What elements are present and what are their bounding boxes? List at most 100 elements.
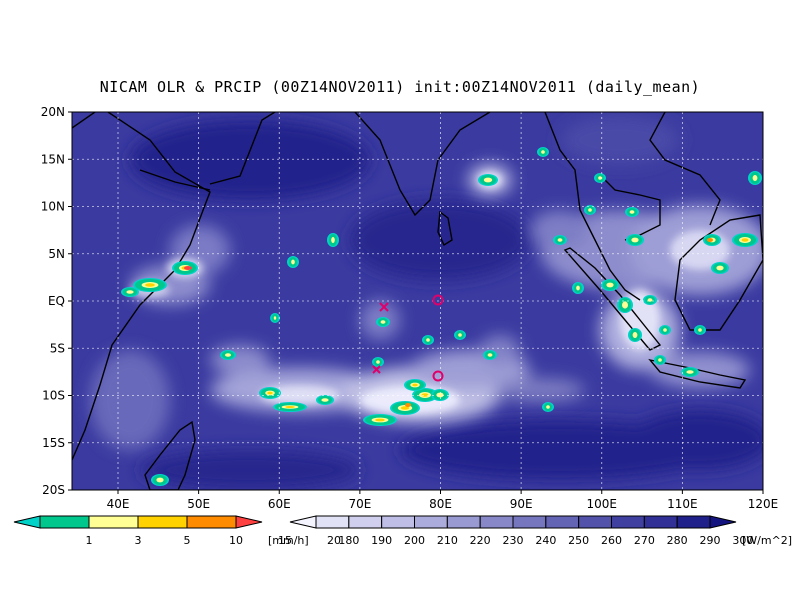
marker-cross-2 [372, 365, 381, 374]
precip-cell-core [741, 238, 749, 242]
lon-label: 90E [510, 497, 533, 511]
coast-sumatra [563, 247, 662, 351]
lon-label: 50E [187, 497, 210, 511]
lat-label: 5S [50, 341, 65, 355]
colorbar-swatch [186, 515, 237, 529]
colorbar-swatch [512, 515, 547, 529]
colorbar-high-end [709, 515, 737, 529]
precip-cell-core [273, 316, 277, 320]
precip-cell-core [606, 282, 614, 288]
precip-cell-core [321, 398, 329, 402]
precip-cell-core [421, 393, 429, 397]
precip-cell-core [629, 210, 635, 214]
colorbar-swatch [348, 515, 383, 529]
lat-label: EQ [48, 294, 65, 308]
colorbar-swatch [676, 515, 711, 529]
precip-cell-core [576, 285, 580, 291]
colorbar-tick-label: 210 [437, 534, 458, 547]
lon-label: 110E [667, 497, 698, 511]
map-title: NICAM OLR & PRCIP (00Z14NOV2011) init:00… [99, 78, 701, 96]
precip-cell-core [400, 406, 410, 410]
lon-label: 40E [107, 497, 130, 511]
precip-cell-core [663, 328, 667, 332]
colorbar-swatch [381, 515, 415, 529]
colorbar-tick-label: 280 [667, 534, 688, 547]
coast-africa-arabia [72, 112, 211, 461]
precip-cell-peak [405, 403, 411, 407]
colorbar-tick-label: 180 [338, 534, 359, 547]
precip-colorbar: 1 3 5 10 15 20 [mm/h] [13, 515, 341, 547]
precip-cell-core [632, 332, 638, 338]
lat-label: 15N [41, 152, 65, 166]
precip-cell-core [156, 477, 164, 483]
precip-cell-core [752, 175, 758, 181]
precip-cell-peak [184, 266, 192, 270]
marker-circle-eq [432, 294, 444, 306]
precip-cell-core [458, 333, 462, 337]
precip-cell-core [285, 405, 295, 409]
precip-cells [121, 147, 762, 486]
precip-cell-core [658, 358, 662, 362]
coast-india [354, 112, 491, 217]
lat-label: 5N [48, 247, 65, 261]
lat-label: 10N [41, 200, 65, 214]
colorbar-unit: [mm/h] [268, 534, 309, 547]
colorbar-tick-label: 10 [229, 534, 243, 547]
precip-cell-core [588, 208, 592, 212]
coast-malay [544, 112, 641, 301]
lat-axis-labels: 20N 15N 10N 5N EQ 5S 10S 15S 20S [41, 105, 65, 497]
map-field [72, 112, 763, 490]
colorbar-tick-label: 5 [184, 534, 191, 547]
axis-ticks [68, 111, 764, 494]
colorbar-swatch [137, 515, 188, 529]
precip-cell-core [716, 265, 724, 271]
precip-cell-core [267, 391, 273, 395]
colorbar-high-end [235, 515, 263, 529]
clear-sky-regions [130, 115, 763, 490]
precip-cell-core [541, 150, 545, 154]
precip-cell-core [145, 283, 155, 287]
markers [372, 294, 444, 382]
colorbar-swatch [39, 515, 90, 529]
precip-cell-core [698, 328, 702, 332]
lon-axis-labels: 40E 50E 60E 70E 80E 90E 100E 110E 120E [107, 497, 779, 511]
colorbar-swatch [545, 515, 580, 529]
olr-colorbar: 180 190 200 210 220 230 240 250 260 270 280 290 300[… [289, 515, 792, 547]
precip-cell-core [291, 259, 295, 265]
lon-label: 70E [348, 497, 371, 511]
lat-lon-grid [72, 112, 763, 490]
colorbar-swatch [643, 515, 678, 529]
colorbar-tick-label: 250 [568, 534, 589, 547]
colorbar-tick-label: 1 [86, 534, 93, 547]
colorbar-swatch [414, 515, 448, 529]
lat-label: 10S [42, 389, 65, 403]
colorbar-tick-label: 260 [601, 534, 622, 547]
colorbar-tick-label: 300 [732, 534, 753, 547]
colorbar-swatch [578, 515, 613, 529]
precip-cell-core [546, 405, 550, 409]
precip-cell-core [412, 383, 418, 387]
precip-cell-core [225, 353, 231, 357]
precip-cell-core [331, 237, 335, 243]
precip-cell-core [426, 338, 430, 342]
precip-cell-core [375, 418, 385, 422]
coast-madagascar [144, 420, 196, 490]
colorbar-tick-label: 15 [278, 534, 292, 547]
colorbar-tick-label: 230 [503, 534, 524, 547]
colorbar-tick-label: 190 [371, 534, 392, 547]
marker-circle-8s [432, 370, 444, 382]
precip-cell-core [436, 392, 444, 398]
lon-label: 60E [268, 497, 291, 511]
colorbar-swatch [88, 515, 139, 529]
colorbar-tick-label: 270 [634, 534, 655, 547]
colorbar-tick-label: 3 [135, 534, 142, 547]
lon-label: 100E [587, 497, 618, 511]
marker-cross-1 [379, 302, 389, 312]
coast-borneo [674, 214, 763, 331]
colorbar-tick-label: 290 [700, 534, 721, 547]
colorbar-unit: [W/m^2] [742, 534, 792, 547]
colorbar-tick-label: 240 [535, 534, 556, 547]
precip-cell-core [622, 301, 628, 309]
lat-label: 20N [41, 105, 65, 119]
precip-cell-core [598, 176, 602, 180]
